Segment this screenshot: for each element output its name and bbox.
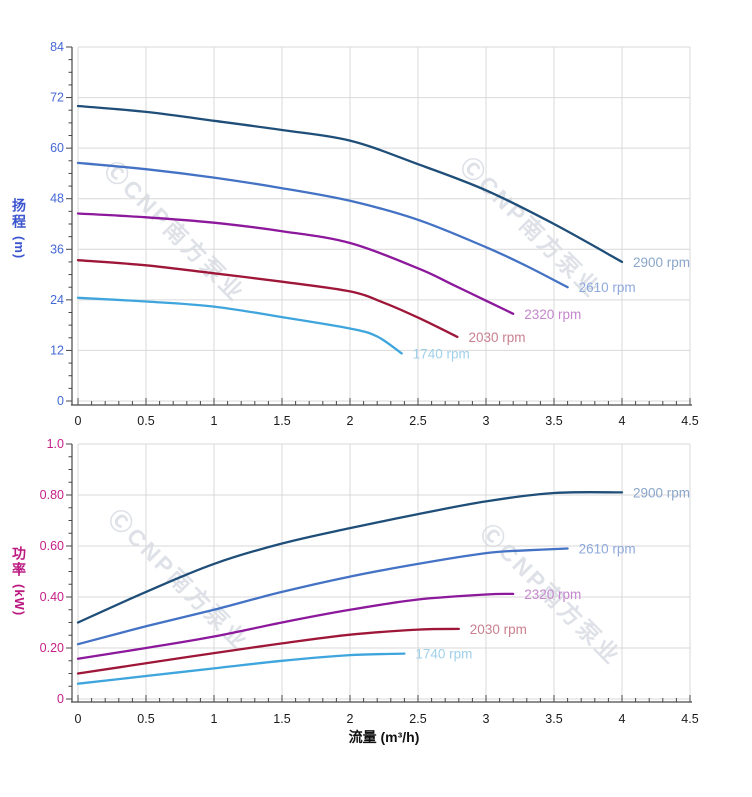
- y-tick-label: 12: [50, 343, 64, 357]
- curve-2900-rpm: [76, 104, 624, 264]
- y-tick-label: 0.80: [40, 488, 64, 502]
- y-tick-label: 0: [57, 394, 64, 408]
- x-tick-label: 0.5: [137, 712, 154, 726]
- y-tick-label: 60: [50, 141, 64, 155]
- curve-2610-rpm: [76, 161, 569, 289]
- series-label-2320-rpm: 2320 rpm: [524, 307, 581, 322]
- power-axis-unit: (kW): [12, 584, 27, 617]
- y-tick-label: 0: [57, 692, 64, 706]
- y-tick-label: 0.40: [40, 590, 64, 604]
- series-label-2030-rpm: 2030 rpm: [468, 330, 525, 345]
- series-label-1740-rpm: 1740 rpm: [413, 346, 470, 361]
- power-axis-title-text: 功率: [11, 546, 27, 578]
- x-tick-label: 4: [619, 712, 626, 726]
- x-tick-label: 2: [347, 712, 354, 726]
- series-label-2610-rpm: 2610 rpm: [579, 542, 636, 557]
- head-axis-title: 扬程 (m): [11, 198, 27, 260]
- x-tick-label: 2: [347, 414, 354, 428]
- series-label-2900-rpm: 2900 rpm: [633, 485, 690, 500]
- x-tick-label: 0: [75, 414, 82, 428]
- power-axis-title: 功率 (kW): [11, 546, 27, 617]
- curve-2320-rpm: [76, 212, 515, 315]
- x-tick-label: 3: [483, 414, 490, 428]
- x-tick-label: 2.5: [409, 414, 426, 428]
- x-tick-label: 1: [211, 414, 218, 428]
- y-tick-label: 36: [50, 242, 64, 256]
- y-tick-label: 0.60: [40, 539, 64, 553]
- x-tick-label: 0.5: [137, 414, 154, 428]
- y-tick-label: 72: [50, 91, 64, 105]
- curve-2030-rpm: [76, 259, 459, 339]
- series-label-2030-rpm: 2030 rpm: [470, 622, 527, 637]
- x-tick-label: 4: [619, 414, 626, 428]
- y-tick-label: 1.0: [47, 437, 64, 451]
- x-tick-label: 3: [483, 712, 490, 726]
- curve-2900-rpm: [76, 491, 624, 624]
- y-tick-label: 24: [50, 293, 64, 307]
- curve-2030-rpm: [76, 627, 460, 675]
- x-tick-label: 2.5: [409, 712, 426, 726]
- head-axis-title-text: 扬程: [11, 198, 27, 230]
- head-axis-unit: (m): [12, 236, 27, 260]
- x-tick-label: 3.5: [545, 414, 562, 428]
- x-tick-label: 0: [75, 712, 82, 726]
- series-label-2900-rpm: 2900 rpm: [633, 255, 690, 270]
- series-label-2610-rpm: 2610 rpm: [579, 280, 636, 295]
- curve-1740-rpm: [76, 296, 403, 355]
- curve-1740-rpm: [76, 652, 406, 685]
- series-label-1740-rpm: 1740 rpm: [415, 647, 472, 662]
- x-tick-label: 1: [211, 712, 218, 726]
- curve-2320-rpm: [76, 592, 515, 660]
- curve-2610-rpm: [76, 547, 569, 646]
- x-tick-label: 4.5: [681, 414, 698, 428]
- y-tick-label: 48: [50, 192, 64, 206]
- y-tick-label: 0.20: [40, 641, 64, 655]
- y-tick-label: 84: [50, 40, 64, 54]
- x-tick-label: 1.5: [273, 414, 290, 428]
- flow-axis-title: 流量 (m³/h): [348, 729, 420, 745]
- x-tick-label: 3.5: [545, 712, 562, 726]
- x-tick-label: 4.5: [681, 712, 698, 726]
- x-tick-label: 1.5: [273, 712, 290, 726]
- series-label-2320-rpm: 2320 rpm: [524, 587, 581, 602]
